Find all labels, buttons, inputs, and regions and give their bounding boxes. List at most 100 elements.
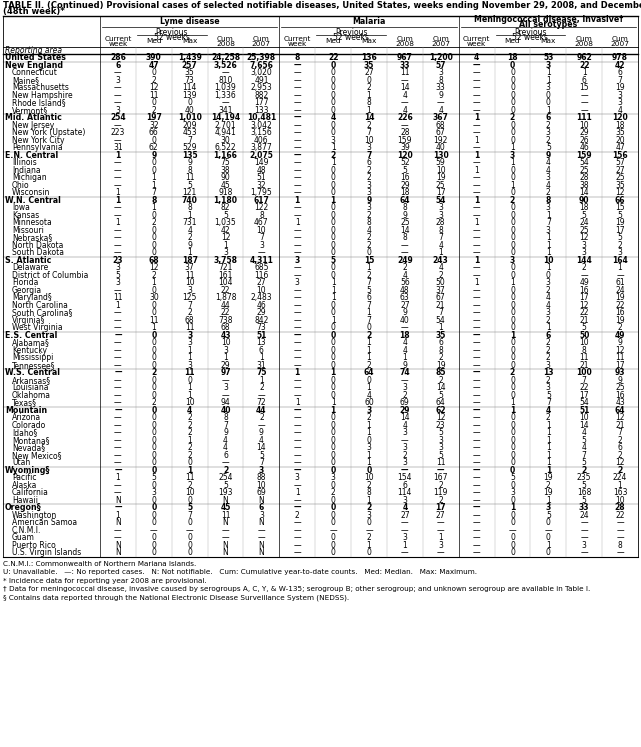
Text: N: N	[222, 518, 228, 527]
Text: 1: 1	[367, 450, 371, 459]
Text: 5: 5	[618, 211, 622, 220]
Text: 3: 3	[403, 533, 407, 542]
Text: 1: 1	[546, 211, 551, 220]
Text: —: —	[258, 526, 265, 535]
Text: N: N	[258, 548, 264, 557]
Text: 0: 0	[510, 128, 515, 137]
Text: —: —	[473, 263, 480, 272]
Text: 3: 3	[618, 90, 622, 100]
Text: 52 weeks: 52 weeks	[333, 33, 369, 42]
Text: 1: 1	[546, 421, 551, 430]
Text: —: —	[114, 368, 122, 377]
Text: 223: 223	[111, 128, 125, 137]
Text: 5: 5	[438, 428, 443, 437]
Text: 1: 1	[546, 241, 551, 249]
Text: 0: 0	[510, 496, 515, 505]
Text: 29: 29	[256, 309, 266, 317]
Text: 3: 3	[546, 128, 551, 137]
Text: 15: 15	[364, 255, 374, 264]
Text: —: —	[294, 533, 301, 542]
Text: E.S. Central: E.S. Central	[5, 331, 58, 340]
Text: 3,877: 3,877	[251, 143, 272, 152]
Text: 8: 8	[223, 413, 228, 422]
Text: —: —	[473, 518, 480, 527]
Text: —: —	[401, 376, 409, 385]
Text: 35: 35	[615, 128, 625, 137]
Text: 3: 3	[618, 248, 622, 257]
Text: —: —	[473, 511, 480, 520]
Text: 0: 0	[151, 383, 156, 392]
Text: —: —	[473, 413, 480, 422]
Text: —: —	[294, 526, 301, 535]
Text: 64: 64	[436, 398, 445, 407]
Text: —: —	[114, 90, 122, 100]
Text: 14: 14	[400, 226, 410, 235]
Text: 0: 0	[510, 90, 515, 100]
Text: week: week	[108, 41, 128, 47]
Text: 2007: 2007	[252, 41, 271, 47]
Text: 187: 187	[181, 255, 197, 264]
Text: 0: 0	[151, 548, 156, 557]
Text: 7: 7	[151, 188, 156, 197]
Text: 1: 1	[546, 443, 551, 452]
Text: 0: 0	[546, 99, 551, 108]
Text: —: —	[294, 548, 301, 557]
Text: 31: 31	[113, 143, 122, 152]
Text: 6: 6	[115, 61, 121, 69]
Text: 1: 1	[546, 458, 551, 468]
Text: 2: 2	[403, 391, 407, 400]
Text: —: —	[114, 323, 122, 332]
Text: —: —	[294, 383, 301, 392]
Text: 29: 29	[400, 181, 410, 190]
Text: 4: 4	[546, 301, 551, 310]
Text: 11: 11	[185, 323, 194, 332]
Text: 0: 0	[510, 61, 515, 69]
Text: 4: 4	[546, 181, 551, 190]
Text: 3,526: 3,526	[213, 61, 237, 69]
Text: 3: 3	[403, 496, 407, 505]
Text: 139: 139	[183, 90, 197, 100]
Text: 2: 2	[151, 270, 156, 279]
Text: 27: 27	[436, 511, 445, 520]
Text: —: —	[401, 548, 409, 557]
Text: 10: 10	[185, 398, 194, 407]
Text: 0: 0	[510, 413, 515, 422]
Text: Idaho§: Idaho§	[12, 428, 37, 437]
Text: —: —	[473, 376, 480, 385]
Text: —: —	[294, 241, 301, 249]
Text: 63: 63	[400, 294, 410, 303]
Text: —: —	[580, 99, 588, 108]
Text: —: —	[114, 83, 122, 92]
Text: Cum: Cum	[576, 36, 593, 42]
Text: 842: 842	[254, 316, 269, 325]
Text: 0: 0	[510, 323, 515, 332]
Text: 0: 0	[187, 548, 192, 557]
Text: 6: 6	[403, 481, 407, 490]
Text: 0: 0	[151, 301, 156, 310]
Text: 97: 97	[221, 368, 231, 377]
Text: 2: 2	[546, 346, 551, 355]
Text: —: —	[294, 316, 301, 325]
Text: 25,398: 25,398	[247, 53, 276, 62]
Text: 48: 48	[256, 166, 266, 175]
Text: —: —	[294, 465, 301, 475]
Text: —: —	[114, 99, 122, 108]
Text: 967: 967	[397, 53, 413, 62]
Text: 144: 144	[576, 255, 592, 264]
Text: 0: 0	[510, 248, 515, 257]
Text: 4: 4	[331, 114, 336, 123]
Text: 7: 7	[259, 458, 264, 468]
Text: 0: 0	[510, 428, 515, 437]
Text: —: —	[580, 90, 588, 100]
Text: 0: 0	[151, 99, 156, 108]
Text: 3: 3	[545, 503, 551, 512]
Text: 0: 0	[187, 376, 192, 385]
Text: —: —	[580, 270, 588, 279]
Text: 73: 73	[185, 75, 194, 84]
Text: 53: 53	[543, 53, 554, 62]
Text: 1: 1	[187, 391, 192, 400]
Text: 7: 7	[546, 398, 551, 407]
Text: Previous: Previous	[156, 28, 188, 37]
Text: 11: 11	[436, 458, 445, 468]
Text: 2: 2	[438, 496, 443, 505]
